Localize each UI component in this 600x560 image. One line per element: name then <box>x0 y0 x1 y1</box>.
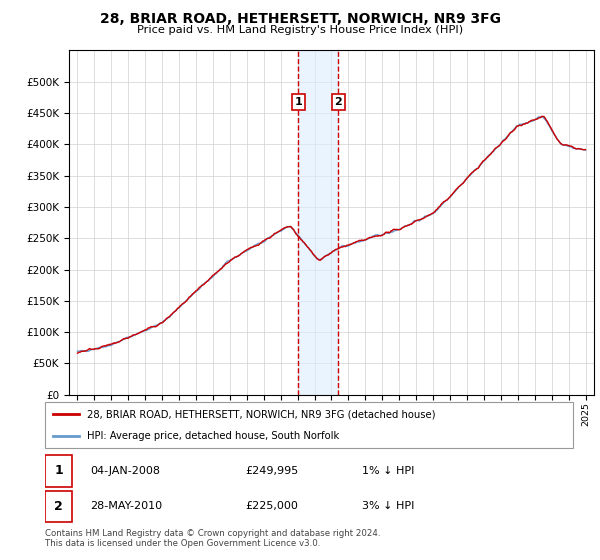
Text: 04-JAN-2008: 04-JAN-2008 <box>90 466 160 476</box>
Bar <box>298 50 338 395</box>
FancyBboxPatch shape <box>45 491 73 522</box>
Text: Price paid vs. HM Land Registry's House Price Index (HPI): Price paid vs. HM Land Registry's House … <box>137 25 463 35</box>
Text: 1: 1 <box>55 464 63 478</box>
Text: 2: 2 <box>55 500 63 513</box>
FancyBboxPatch shape <box>45 402 573 448</box>
FancyBboxPatch shape <box>45 455 73 487</box>
Text: 2: 2 <box>335 97 343 107</box>
Text: Contains HM Land Registry data © Crown copyright and database right 2024.
This d: Contains HM Land Registry data © Crown c… <box>45 529 380 548</box>
Text: 28, BRIAR ROAD, HETHERSETT, NORWICH, NR9 3FG: 28, BRIAR ROAD, HETHERSETT, NORWICH, NR9… <box>100 12 500 26</box>
Text: 28-MAY-2010: 28-MAY-2010 <box>90 501 162 511</box>
Text: HPI: Average price, detached house, South Norfolk: HPI: Average price, detached house, Sout… <box>87 431 340 441</box>
Text: 28, BRIAR ROAD, HETHERSETT, NORWICH, NR9 3FG (detached house): 28, BRIAR ROAD, HETHERSETT, NORWICH, NR9… <box>87 409 436 419</box>
Text: £249,995: £249,995 <box>245 466 299 476</box>
Text: 3% ↓ HPI: 3% ↓ HPI <box>362 501 414 511</box>
Text: 1: 1 <box>295 97 302 107</box>
Text: 1% ↓ HPI: 1% ↓ HPI <box>362 466 414 476</box>
Text: £225,000: £225,000 <box>245 501 299 511</box>
